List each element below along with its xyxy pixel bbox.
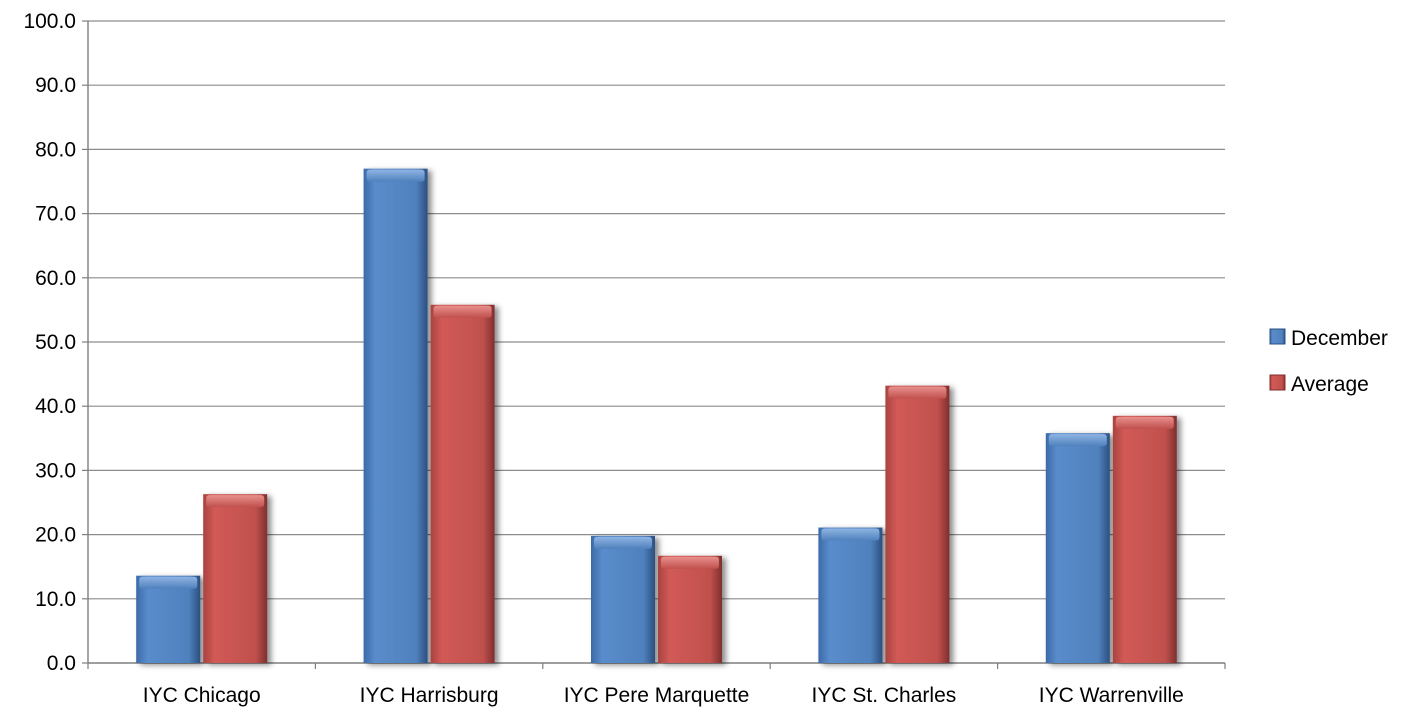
legend-swatch xyxy=(1270,375,1285,390)
x-category-label: IYC St. Charles xyxy=(812,684,957,707)
legend-item-december: December xyxy=(1270,327,1388,350)
bar-body xyxy=(1046,433,1110,663)
bar-bevel-cap xyxy=(888,387,946,399)
bar-bevel-cap xyxy=(367,170,425,182)
bar-average-3 xyxy=(885,386,949,663)
bar-bevel-cap xyxy=(434,306,492,318)
y-tick-label: 0.0 xyxy=(47,652,76,675)
x-category-label: IYC Warrenville xyxy=(1039,684,1184,707)
y-tick-label: 80.0 xyxy=(35,138,76,161)
bar-bevel-cap xyxy=(661,557,719,569)
y-axis-tick-labels: 0.0 10.0 20.0 30.0 40.0 50.0 60.0 70.0 80.0 90.0 1… xyxy=(23,10,76,675)
bar-bevel-cap xyxy=(206,495,264,507)
y-tick-label: 60.0 xyxy=(35,267,76,290)
legend-label: December xyxy=(1291,327,1388,350)
bar-average-1 xyxy=(431,305,495,663)
legend-item-average: Average xyxy=(1270,373,1369,396)
bar-average-4 xyxy=(1113,416,1177,663)
x-category-label: IYC Harrisburg xyxy=(360,684,499,707)
bar-december-1 xyxy=(364,169,428,663)
bar-body xyxy=(136,576,200,663)
bar-body xyxy=(885,386,949,663)
x-category-label: IYC Pere Marquette xyxy=(564,684,750,707)
y-tick-label: 20.0 xyxy=(35,524,76,547)
y-tick-label: 10.0 xyxy=(35,588,76,611)
y-tick-label: 90.0 xyxy=(35,74,76,97)
bar-body xyxy=(818,528,882,663)
y-tick-label: 70.0 xyxy=(35,203,76,226)
bar-december-0 xyxy=(136,576,200,663)
bar-december-3 xyxy=(818,528,882,663)
x-category-label: IYC Chicago xyxy=(143,684,261,707)
bar-bevel-cap xyxy=(1116,417,1174,429)
y-tick-label: 100.0 xyxy=(23,10,76,33)
bar-body xyxy=(364,169,428,663)
bar-december-2 xyxy=(591,536,655,663)
bar-body xyxy=(203,494,267,663)
y-tick-label: 50.0 xyxy=(35,331,76,354)
y-tick-label: 30.0 xyxy=(35,459,76,482)
x-axis-category-labels: IYC Chicago IYC Harrisburg IYC Pere Marque… xyxy=(143,684,1184,707)
legend: December Average xyxy=(1270,327,1388,396)
bar-body xyxy=(431,305,495,663)
bars xyxy=(136,169,1177,663)
bar-december-4 xyxy=(1046,433,1110,663)
bar-bevel-cap xyxy=(594,537,652,549)
legend-swatch xyxy=(1270,329,1285,344)
bar-bevel-cap xyxy=(821,529,879,541)
y-tick-label: 40.0 xyxy=(35,395,76,418)
bar-bevel-cap xyxy=(139,577,197,589)
bar-bevel-cap xyxy=(1049,434,1107,446)
bar-body xyxy=(591,536,655,663)
bar-body xyxy=(1113,416,1177,663)
bar-average-2 xyxy=(658,556,722,663)
bar-body xyxy=(658,556,722,663)
legend-label: Average xyxy=(1291,373,1369,396)
bar-average-0 xyxy=(203,494,267,663)
